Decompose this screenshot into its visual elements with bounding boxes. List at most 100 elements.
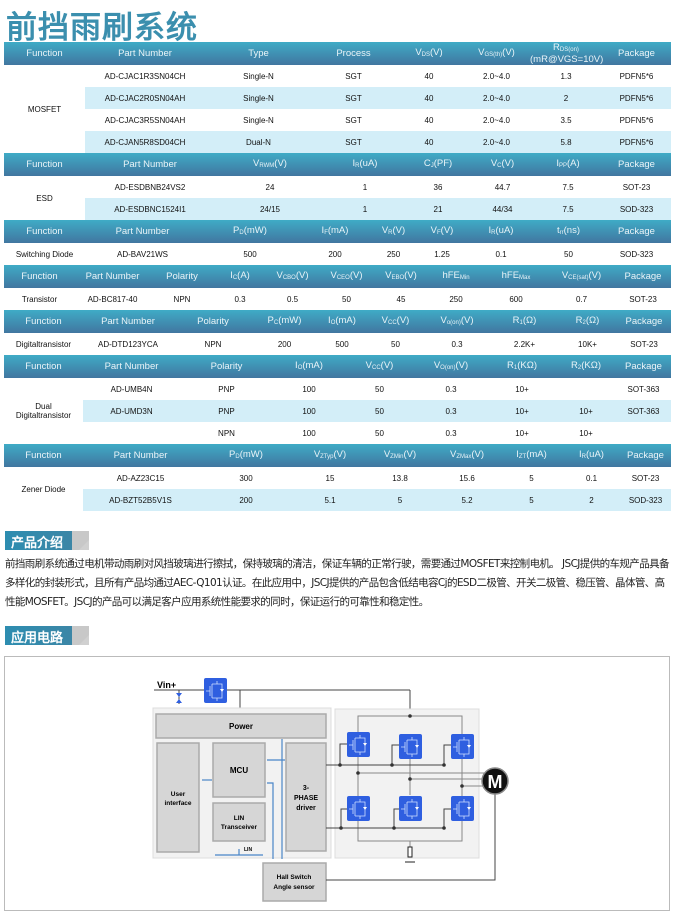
column-header: VDS(V) (395, 42, 463, 65)
header-t: (V) (430, 46, 443, 58)
table-row: AD-UMD3N PNP 100 50 0.3 10+ 10+ SOT-363 (4, 400, 671, 422)
column-header: Part Number (83, 444, 198, 467)
column-header: VEBO(V) (374, 265, 428, 288)
header-t: (V) (333, 448, 347, 460)
value-cell: 10+ (488, 400, 556, 422)
value-cell: 10+ (556, 400, 616, 422)
value-cell: 40 (395, 87, 463, 109)
value-cell: SOT-23 (630, 339, 658, 349)
value-cell: 0.3 (451, 339, 463, 349)
table-esd: Function Part Number VRWM(V) IR(uA) CJ(PF) VC… (4, 153, 671, 220)
value-cell: Dual-N (205, 131, 312, 153)
value-cell: 2.0~4.0 (463, 131, 530, 153)
header-m: R (571, 359, 578, 371)
header-s: R (491, 229, 496, 236)
header-m: Package (625, 315, 663, 327)
function-cell: Switching Diode (4, 243, 85, 265)
header-m: P (233, 224, 240, 236)
header-s: F (437, 229, 441, 236)
value-cell: PDFN5*6 (619, 71, 654, 81)
value-cell: 500 (335, 339, 349, 349)
header-m: V (381, 224, 389, 236)
column-header: CJ(PF) (405, 153, 471, 176)
hall-label-1: Hall Switch (277, 874, 312, 881)
header-m: Part Number (104, 360, 159, 372)
header-t: (V) (460, 314, 474, 326)
header-t: (PF) (433, 157, 453, 169)
column-header: Function (4, 153, 85, 176)
header-t: (mA) (526, 448, 547, 460)
header-s: CE(sat) (568, 274, 589, 281)
column-header: Part Number (85, 153, 215, 176)
column-header: Vo(on)(V) (423, 310, 491, 333)
hall-sensor-block (262, 862, 327, 902)
function-cell: Digitaltransistor (4, 333, 83, 355)
value-cell: 1 (325, 198, 405, 220)
column-header: VCC(V) (368, 310, 423, 333)
table-row: Zener Diode AD-AZ23C15 300 15 13.8 15.6 5 0.1 SO… (4, 467, 671, 511)
function-cell: ESD (4, 176, 85, 220)
table-row: AD-CJAN5R8SD04CH Dual-N SGT 40 2.0~4.0 5.8 PDF… (4, 131, 671, 153)
header-s: CBO (282, 274, 296, 281)
product-tables: Function Part Number Type Process VDS(V) VGS(… (4, 42, 671, 511)
column-header: VCC(V) (345, 355, 414, 378)
header-m: Function (25, 315, 62, 327)
value-cell: 50 (342, 294, 351, 304)
value-cell: 2.0~4.0 (483, 71, 510, 81)
column-header: IR(uA) (563, 444, 620, 467)
part-number-cell: AD-CJAC2R0SN04AH (85, 87, 205, 109)
value-cell (556, 378, 616, 400)
high-side-mosfet-icon (347, 732, 370, 757)
header-m: V (490, 157, 498, 169)
header-m: V (449, 448, 457, 460)
column-header: Package (616, 355, 671, 378)
header-m: I (488, 224, 492, 236)
value-cell: 2.2K+ (513, 339, 536, 349)
part-number-cell: AD-BAV21WS (117, 249, 168, 259)
header-m: V (430, 224, 437, 236)
header-s: Min (459, 274, 470, 281)
column-header: Part Number (75, 265, 150, 288)
header-m: I (556, 157, 559, 169)
header-m: V (365, 359, 372, 371)
header-t: (V) (455, 359, 469, 371)
header-t: (mA) (335, 314, 356, 326)
column-header: IR(uA) (325, 153, 405, 176)
header-s: Max (519, 274, 531, 281)
header-t: (mW) (278, 314, 302, 326)
header-m: Part Number (123, 158, 177, 170)
value-cell: 15 (325, 473, 335, 483)
value-cell: SOT-363 (627, 384, 660, 394)
page-title: 前挡雨刷系统 (6, 10, 198, 46)
header-t: (V) (380, 359, 394, 371)
column-header: VZMax(V) (434, 444, 500, 467)
header-s: DS (421, 51, 430, 58)
table-transistor: Function Part Number Polarity IC(A) VCBO(V) V… (4, 265, 671, 310)
header-s: O (330, 319, 336, 326)
value-cell: SGT (345, 115, 362, 125)
lin-label-1: LIN (234, 815, 245, 822)
header-m: V (313, 448, 321, 460)
value-cell: SGT (312, 131, 395, 153)
header-m: Function (26, 47, 63, 59)
column-header: Part Number (85, 220, 200, 243)
value-cell: 2.0~4.0 (463, 87, 530, 109)
column-header: VO(on)(V) (414, 355, 488, 378)
value-cell: 2 (530, 87, 602, 109)
header-m: Part Number (118, 47, 172, 59)
header-s: CC (372, 364, 381, 371)
value-cell: SOT-23 (622, 182, 651, 192)
header-m: V (440, 314, 447, 326)
value-cell: 100 (273, 400, 345, 422)
user-interface-label-2: interface (164, 800, 191, 807)
column-header: VC(V) (471, 153, 534, 176)
header-s: R (388, 229, 393, 236)
table-row: Switching Diode AD-BAV21WS 500 200 250 1.25 0.… (4, 243, 671, 265)
header-t: (ns) (563, 224, 580, 236)
function-cell: MOSFET (4, 65, 85, 153)
table-row: AD-CJAC3R5SN04AH Single-N SGT 40 2.0~4.0 3.5 P… (4, 109, 671, 131)
table-dual-digitaltransistor: Function Part Number Polarity IO(mA) VCC(V) V… (4, 355, 671, 444)
column-header: hFEMin (428, 265, 484, 288)
motor-label: M (488, 772, 503, 792)
header-s: RWM (259, 162, 275, 169)
